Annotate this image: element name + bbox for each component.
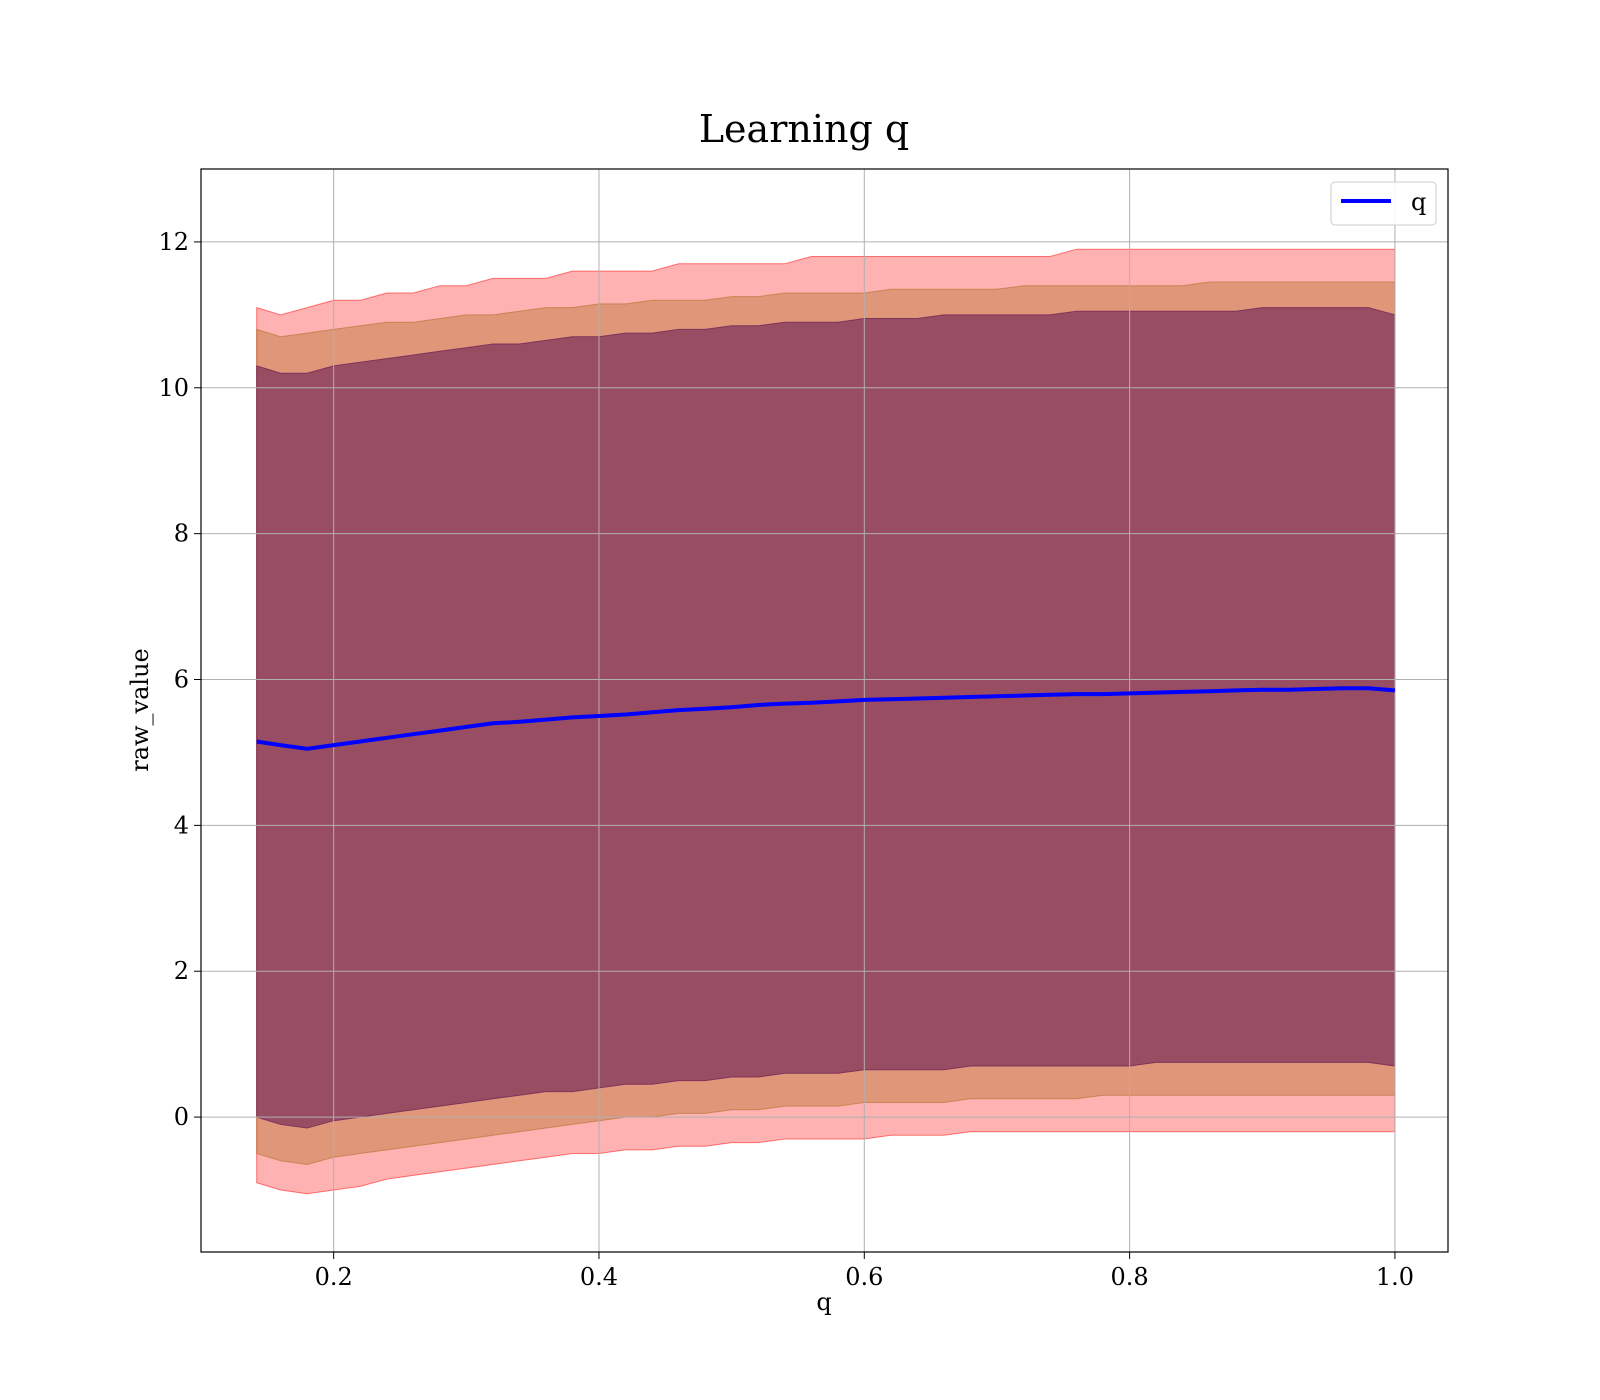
y-tick-label: 6 (174, 666, 189, 694)
y-tick-label: 0 (174, 1103, 189, 1131)
chart-title: Learning q (699, 107, 909, 151)
y-tick-label: 4 (174, 811, 189, 839)
y-tick-label: 8 (174, 520, 189, 548)
grid (201, 169, 1448, 1252)
band-2 (256, 307, 1396, 1129)
series-line-0 (256, 686, 1396, 751)
series-lines (256, 686, 1396, 751)
x-axis-label: q (816, 1288, 831, 1316)
y-tick-label: 12 (158, 228, 189, 256)
legend: q (1330, 181, 1437, 226)
legend-box (1330, 181, 1437, 226)
x-axis-ticks: 0.2 0.4 0.6 0.8 1.0 (315, 1252, 1414, 1291)
y-axis-label: raw_value (126, 648, 154, 772)
x-tick-label: 0.6 (845, 1263, 883, 1291)
y-axis-ticks: 0 2 4 6 8 10 12 (158, 228, 201, 1131)
confidence-bands (256, 248, 1396, 1195)
x-tick-label: 0.2 (315, 1263, 353, 1291)
legend-label-q: q (1411, 188, 1426, 216)
y-tick-label: 10 (158, 374, 189, 402)
y-tick-label: 2 (174, 957, 189, 985)
x-tick-label: 0.4 (580, 1263, 618, 1291)
x-tick-label: 0.8 (1111, 1263, 1149, 1291)
plot-frame (200, 168, 1449, 1253)
x-tick-label: 1.0 (1376, 1263, 1414, 1291)
